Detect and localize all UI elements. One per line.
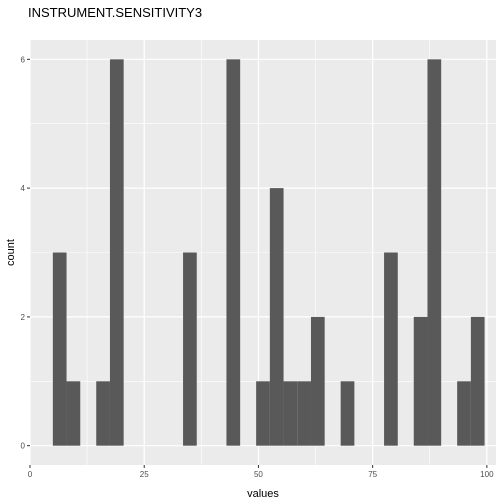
histogram-bar	[269, 188, 284, 446]
x-tick-label: 100	[480, 470, 494, 479]
histogram-bar	[66, 381, 81, 446]
histogram-bar	[183, 252, 197, 446]
histogram-bar	[96, 381, 110, 446]
histogram-bar	[226, 59, 241, 446]
y-tick-label: 6	[21, 55, 26, 64]
histogram-bar	[384, 252, 398, 446]
histogram-bar	[457, 381, 471, 446]
x-tick-label: 0	[28, 470, 33, 479]
histogram-bar	[297, 381, 311, 446]
y-tick-label: 4	[21, 184, 26, 193]
x-tick-label: 25	[140, 470, 149, 479]
bars	[52, 59, 485, 446]
x-axis-title: values	[247, 488, 279, 500]
y-tick-label: 0	[21, 442, 26, 451]
histogram-bar	[52, 252, 67, 446]
histogram-bar	[256, 381, 270, 446]
y-axis-title: count	[5, 239, 17, 266]
histogram-bar	[109, 59, 124, 446]
histogram-bar	[413, 316, 428, 446]
x-tick-label: 50	[254, 470, 263, 479]
histogram-bar	[310, 316, 325, 446]
histogram-bar	[283, 381, 298, 446]
x-tick-label: 75	[368, 470, 377, 479]
axes: 0 25 50 75 100 0 2 4 6	[21, 55, 495, 479]
histogram-bar	[340, 381, 355, 446]
chart-title: INSTRUMENT.SENSITIVITY3	[28, 5, 203, 20]
histogram-bar	[427, 59, 442, 446]
histogram-bar	[470, 316, 485, 446]
y-tick-label: 2	[21, 313, 26, 322]
